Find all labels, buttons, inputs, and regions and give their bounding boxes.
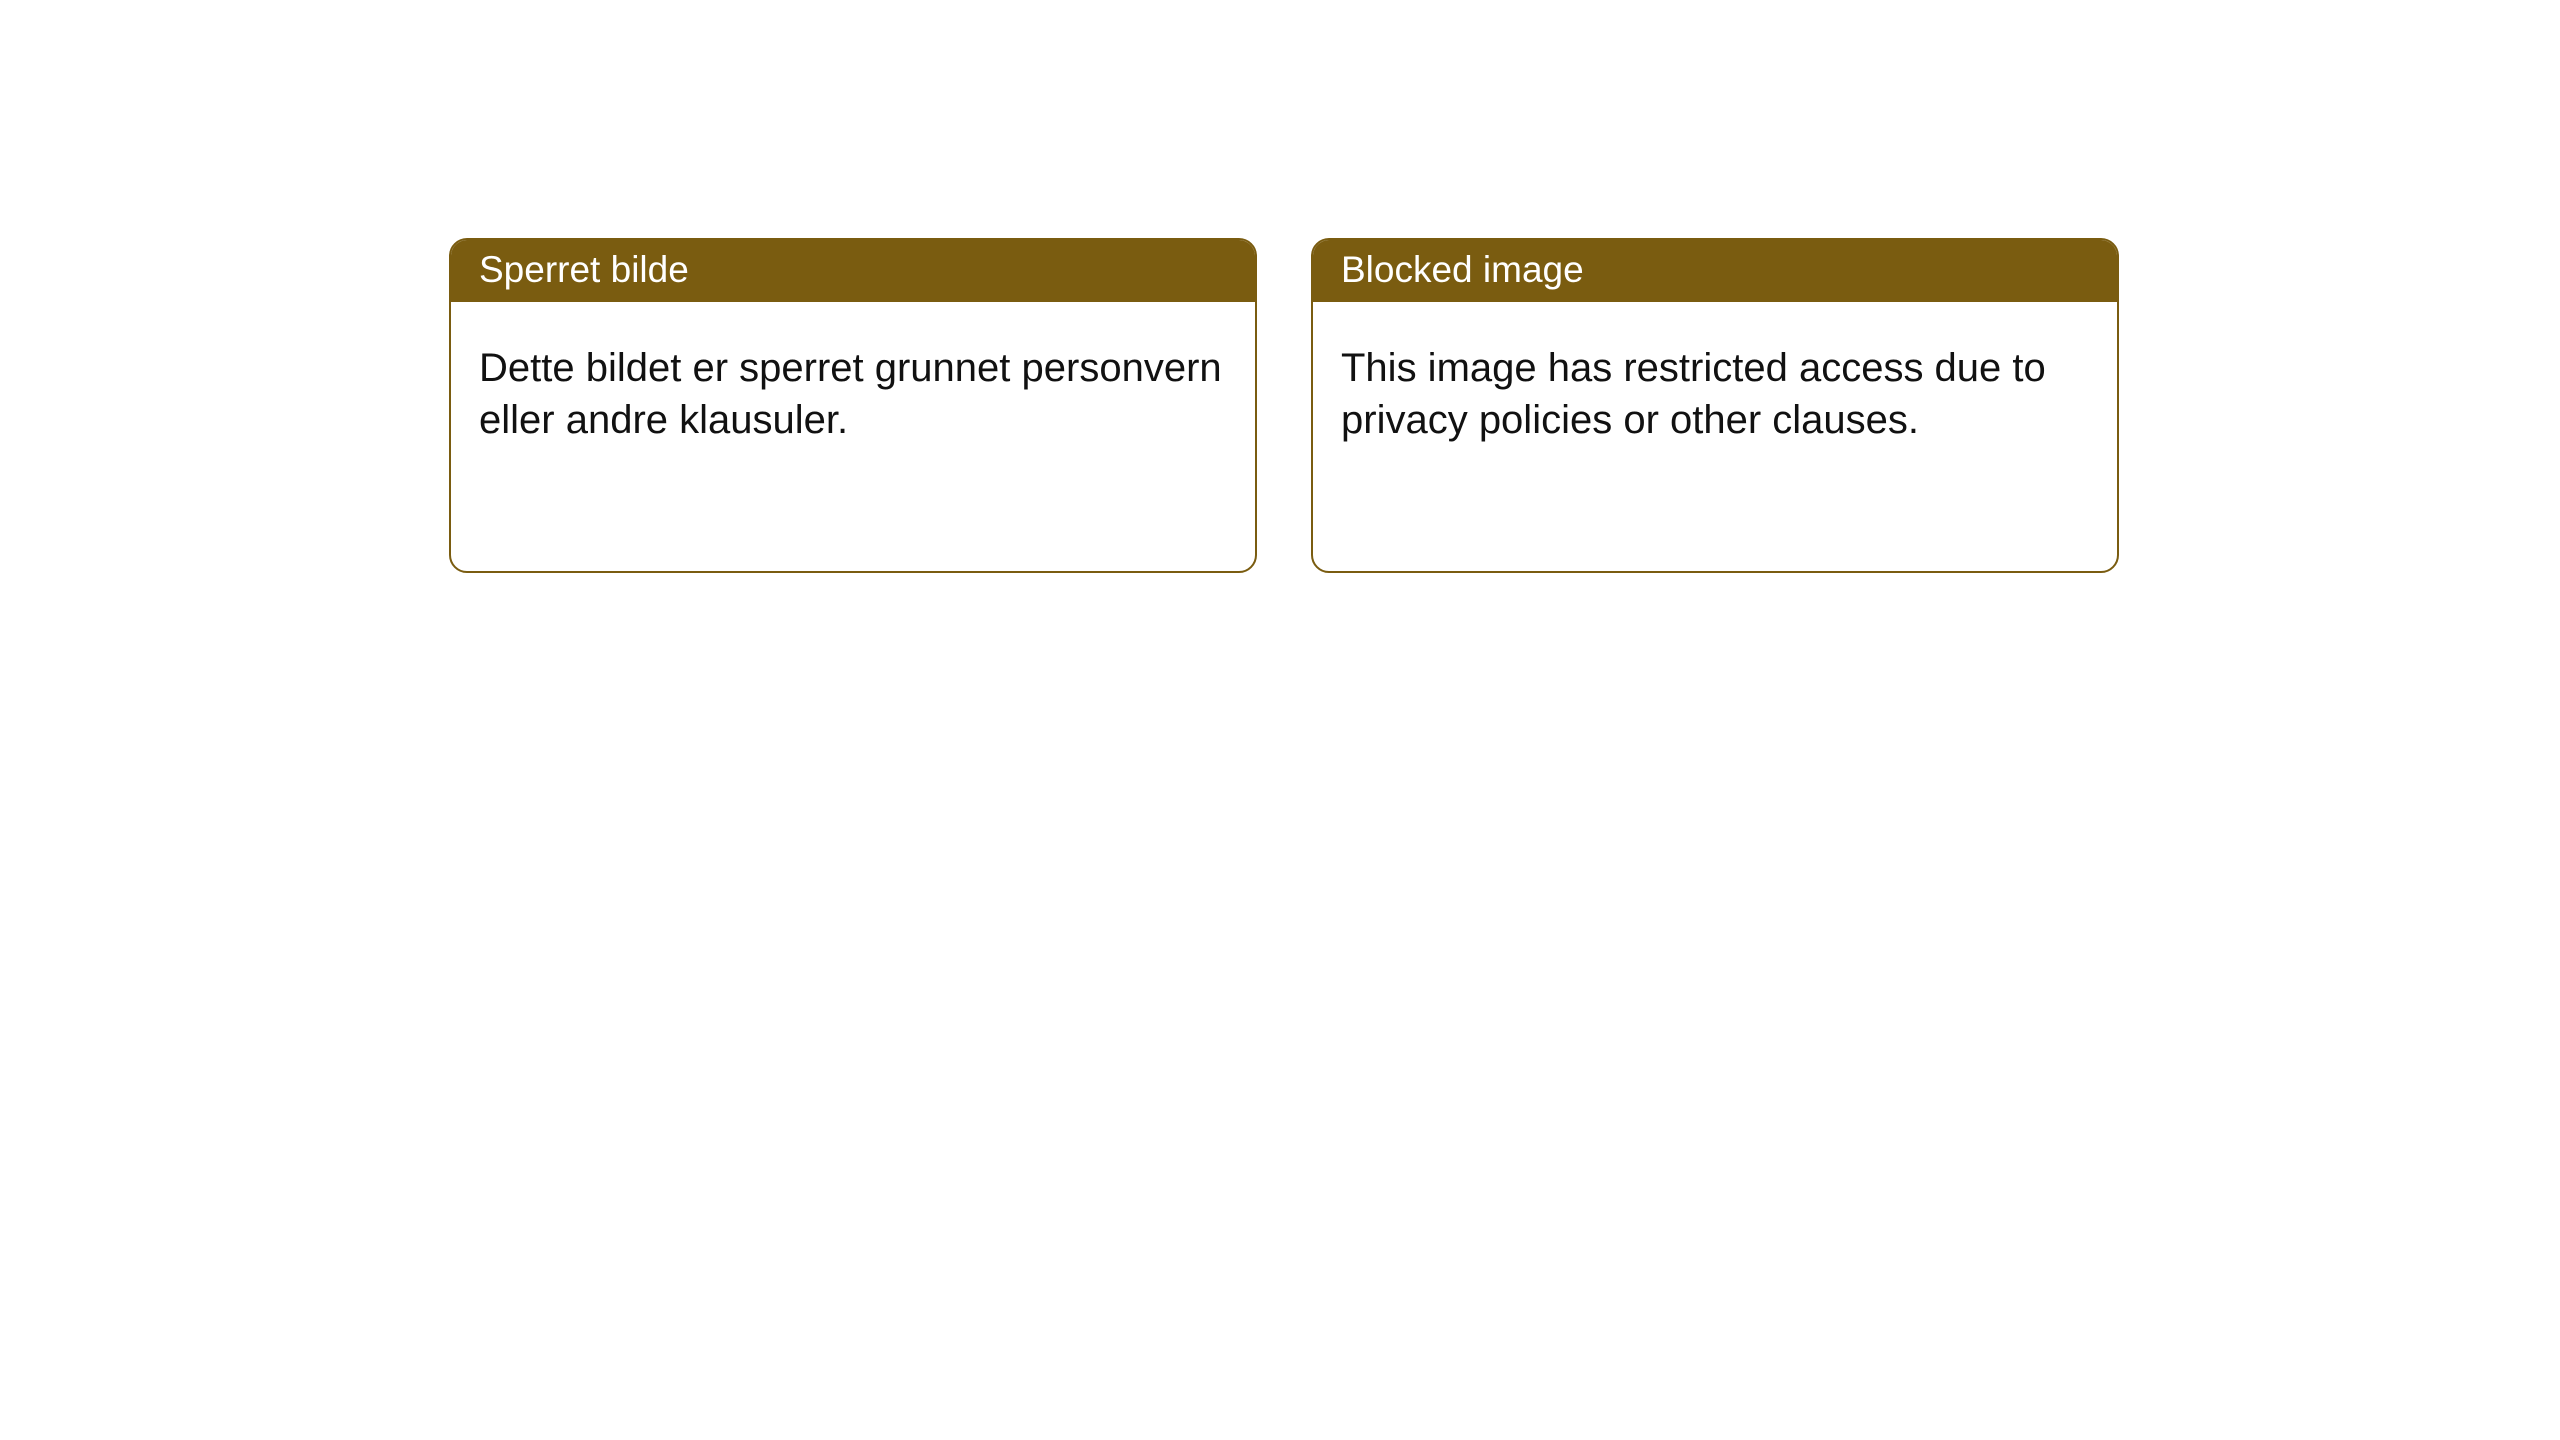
notice-card-norwegian: Sperret bilde Dette bildet er sperret gr… <box>449 238 1257 573</box>
notice-card-english: Blocked image This image has restricted … <box>1311 238 2119 573</box>
notice-cards-row: Sperret bilde Dette bildet er sperret gr… <box>449 238 2119 573</box>
notice-card-body: This image has restricted access due to … <box>1313 302 2117 474</box>
notice-card-body: Dette bildet er sperret grunnet personve… <box>451 302 1255 474</box>
notice-card-header: Blocked image <box>1313 240 2117 302</box>
notice-card-header: Sperret bilde <box>451 240 1255 302</box>
